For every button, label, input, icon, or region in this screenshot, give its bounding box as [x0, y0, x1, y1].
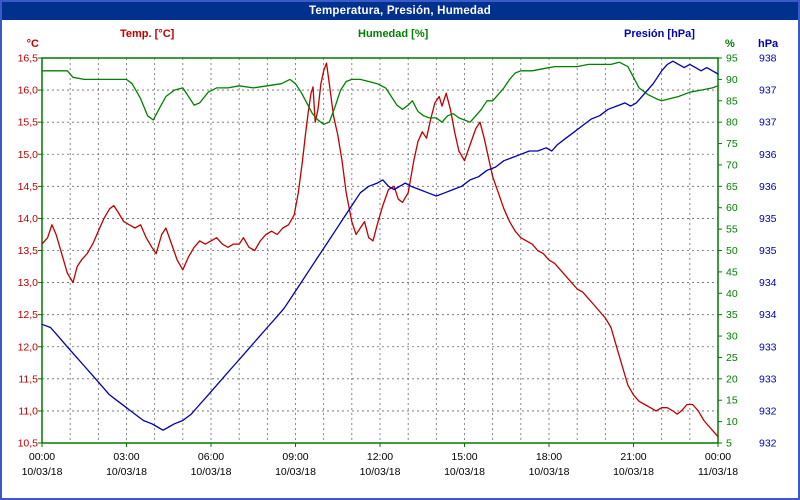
pres-tick-label: 932 [759, 405, 777, 417]
chart-canvas: °C% hPa 16,5 16,0 15,5 15,0 14,5 14,0 13,5 13,0 12… [18, 38, 779, 478]
pres-tick-label: 932 [759, 438, 777, 450]
window-title: Temperatura, Presión, Humedad [2, 2, 798, 20]
temp-tick-label: 14,0 [18, 213, 39, 225]
x-time-label: 18:00 [536, 451, 562, 463]
hum-tick-label: 55 [726, 224, 738, 236]
hum-tick-label: 5 [726, 438, 732, 450]
legend-humidity: Humedad [%] [358, 28, 429, 40]
x-time-label: 09:00 [282, 451, 308, 463]
series-line-temp [41, 62, 719, 438]
x-time-label: 06:00 [198, 451, 224, 463]
x-date-label: 10/03/18 [191, 466, 232, 478]
series-line-hum [41, 61, 719, 125]
hum-tick-label: 60 [726, 202, 738, 214]
temp-tick-label: 12,5 [18, 309, 39, 321]
temp-tick-label: 12,0 [18, 341, 39, 353]
x-time-label: 00:00 [29, 451, 55, 463]
pres-tick-label: 936 [759, 149, 777, 161]
x-time-label: 21:00 [620, 451, 646, 463]
pres-tick-label: 935 [759, 245, 777, 257]
hum-tick-label: 50 [726, 245, 738, 257]
temp-tick-label: 13,0 [18, 277, 39, 289]
hum-tick-label: 65 [726, 181, 738, 193]
x-date-label: 10/03/18 [22, 466, 63, 478]
legend-pressure: Presión [hPa] [624, 28, 695, 40]
pres-tick-label: 937 [759, 85, 777, 97]
pres-tick-label: 933 [759, 373, 777, 385]
hum-tick-label: 40 [726, 288, 738, 300]
hum-tick-label: 35 [726, 309, 738, 321]
temp-tick-label: 16,5 [18, 53, 39, 65]
hum-tick-label: 85 [726, 95, 738, 107]
hum-tick-label: 20 [726, 373, 738, 385]
temp-axis-unit: °C [27, 38, 39, 50]
temp-tick-label: 13,5 [18, 245, 39, 257]
pres-tick-label: 936 [759, 181, 777, 193]
x-date-label: 10/03/18 [529, 466, 570, 478]
temp-tick-label: 10,5 [18, 438, 39, 450]
pres-tick-label: 934 [759, 309, 777, 321]
series-line-pres [41, 60, 719, 431]
plot-frame [41, 57, 719, 444]
hum-tick-label: 80 [726, 117, 738, 129]
pres-tick-label: 934 [759, 277, 777, 289]
x-date-label: 10/03/18 [613, 466, 654, 478]
hum-tick-label: 30 [726, 331, 738, 343]
x-date-label: 11/03/18 [698, 466, 738, 478]
temp-tick-label: 15,0 [18, 149, 39, 161]
x-date-label: 10/03/18 [275, 466, 316, 478]
temp-tick-label: 11,5 [18, 373, 38, 385]
pres-tick-label: 933 [759, 341, 777, 353]
x-date-label: 10/03/18 [360, 466, 401, 478]
pres-axis-unit: hPa [758, 38, 779, 50]
pres-tick-label: 935 [759, 213, 777, 225]
temp-tick-label: 15,5 [18, 117, 39, 129]
hum-tick-label: 70 [726, 159, 738, 171]
x-time-label: 12:00 [367, 451, 393, 463]
hum-tick-label: 25 [726, 352, 738, 364]
pres-tick-label: 938 [759, 53, 777, 65]
temp-tick-label: 14,5 [18, 181, 39, 193]
x-date-label: 10/03/18 [106, 466, 147, 478]
hum-tick-label: 45 [726, 266, 738, 278]
x-time-label: 03:00 [113, 451, 139, 463]
x-time-label: 00:00 [705, 451, 731, 463]
hum-tick-label: 75 [726, 138, 738, 150]
x-time-label: 15:00 [451, 451, 477, 463]
temp-tick-label: 16,0 [18, 85, 39, 97]
x-date-label: 10/03/18 [444, 466, 485, 478]
temp-tick-label: 11,0 [18, 405, 38, 417]
hum-tick-label: 90 [726, 74, 738, 86]
hum-tick-label: 10 [726, 416, 738, 428]
hum-axis-unit: % [725, 38, 735, 50]
legend-temperature: Temp. [°C] [120, 28, 175, 40]
hum-tick-label: 15 [726, 395, 738, 407]
pres-tick-label: 937 [759, 117, 777, 129]
hum-tick-label: 95 [726, 53, 738, 65]
